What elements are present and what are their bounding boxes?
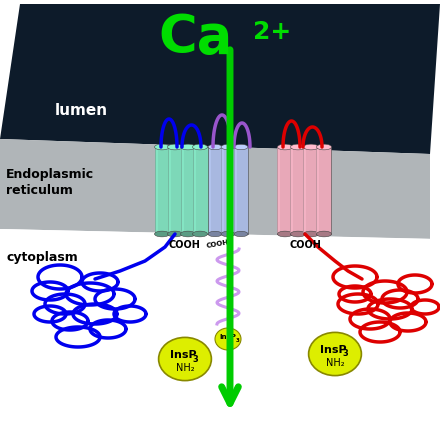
- Text: cytoplasm: cytoplasm: [6, 251, 78, 264]
- Text: NH₂: NH₂: [326, 357, 345, 367]
- Bar: [316, 147, 331, 234]
- Text: 3: 3: [192, 354, 198, 362]
- Polygon shape: [0, 230, 440, 430]
- Ellipse shape: [168, 232, 183, 237]
- Bar: [304, 147, 319, 234]
- Bar: [208, 147, 222, 234]
- Ellipse shape: [316, 232, 331, 237]
- Ellipse shape: [290, 232, 305, 237]
- Bar: [180, 147, 183, 234]
- Ellipse shape: [308, 333, 361, 376]
- Ellipse shape: [278, 232, 293, 237]
- Bar: [316, 147, 319, 234]
- Ellipse shape: [316, 145, 331, 150]
- Bar: [221, 147, 224, 234]
- Text: 3: 3: [236, 338, 240, 343]
- Polygon shape: [0, 140, 430, 240]
- Text: COOH: COOH: [168, 240, 200, 249]
- Ellipse shape: [180, 145, 195, 150]
- Bar: [168, 147, 183, 234]
- Ellipse shape: [221, 232, 235, 237]
- Bar: [154, 147, 158, 234]
- Bar: [208, 147, 211, 234]
- Ellipse shape: [234, 232, 248, 237]
- Bar: [278, 147, 280, 234]
- Ellipse shape: [278, 145, 293, 150]
- Ellipse shape: [154, 145, 169, 150]
- Ellipse shape: [154, 232, 169, 237]
- Text: COOH: COOH: [206, 239, 230, 249]
- Text: Endoplasmic
reticulum: Endoplasmic reticulum: [6, 167, 94, 196]
- Ellipse shape: [180, 232, 195, 237]
- Ellipse shape: [290, 145, 305, 150]
- Text: 2+: 2+: [253, 20, 291, 44]
- Ellipse shape: [208, 232, 222, 237]
- Polygon shape: [0, 5, 440, 155]
- Text: InsP: InsP: [170, 349, 196, 359]
- Bar: [193, 147, 208, 234]
- Ellipse shape: [221, 145, 235, 150]
- Text: 3: 3: [342, 349, 348, 358]
- Bar: [193, 147, 195, 234]
- Ellipse shape: [234, 145, 248, 150]
- Bar: [290, 147, 293, 234]
- Ellipse shape: [304, 145, 319, 150]
- Bar: [290, 147, 305, 234]
- Ellipse shape: [193, 232, 208, 237]
- Bar: [234, 147, 248, 234]
- Text: InsP: InsP: [220, 333, 236, 339]
- Text: InsP: InsP: [320, 344, 346, 354]
- Bar: [168, 147, 171, 234]
- Text: COOH: COOH: [289, 240, 321, 249]
- Ellipse shape: [193, 145, 208, 150]
- Bar: [234, 147, 237, 234]
- Text: lumen: lumen: [55, 102, 108, 117]
- Bar: [154, 147, 169, 234]
- Ellipse shape: [215, 328, 241, 350]
- Ellipse shape: [168, 145, 183, 150]
- Bar: [180, 147, 195, 234]
- Ellipse shape: [158, 338, 211, 381]
- Ellipse shape: [208, 145, 222, 150]
- Ellipse shape: [304, 232, 319, 237]
- Bar: [278, 147, 293, 234]
- Text: Ca: Ca: [158, 12, 232, 64]
- Bar: [304, 147, 307, 234]
- Bar: [221, 147, 235, 234]
- Text: NH₂: NH₂: [176, 362, 194, 372]
